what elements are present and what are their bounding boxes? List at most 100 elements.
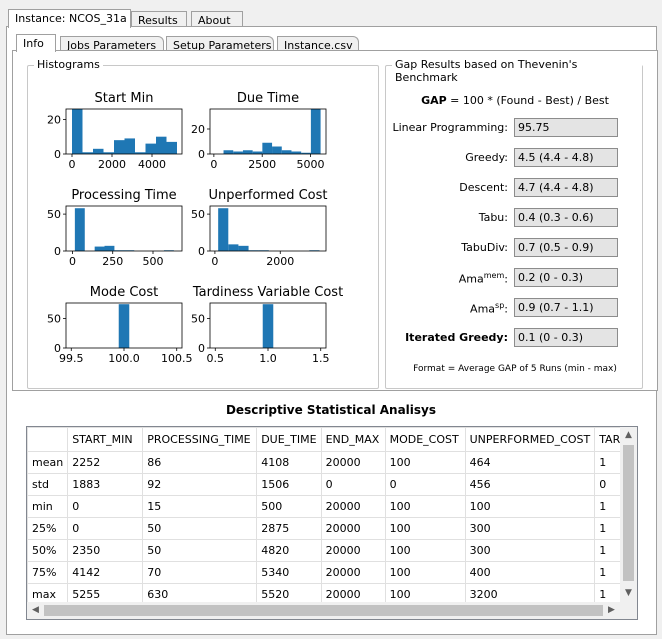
gap-row: TabuDiv: 0.7 (0.5 - 0.9) — [386, 238, 621, 258]
scroll-right-icon[interactable]: ▶ — [608, 605, 615, 615]
table-cell[interactable]: 4108 — [256, 451, 322, 474]
table-cell[interactable]: 400 — [464, 561, 596, 584]
gap-row-value[interactable]: 4.5 (4.4 - 4.8) — [514, 148, 618, 167]
table-cell[interactable]: 100 — [384, 561, 466, 584]
column-header[interactable]: UNPERFORMED_COST — [464, 427, 596, 452]
histogram-bar — [72, 109, 83, 154]
x-tick-label: 1.5 — [312, 352, 330, 365]
gap-row-value[interactable]: 0.2 (0 - 0.3) — [514, 268, 618, 287]
table-row[interactable]: min 0 15 500 20000 100 100 1 — [27, 495, 626, 518]
tab-instance[interactable]: Instance: NCOS_31a — [8, 9, 131, 28]
info-panel: Histograms Start Min 0 20 0 2000 4000 Due Time… — [12, 50, 658, 391]
gap-row: Descent: 4.7 (4.4 - 4.8) — [386, 178, 621, 198]
table-row[interactable]: 25% 0 50 2875 20000 100 300 1 — [27, 517, 626, 540]
table-cell[interactable]: 2350 — [67, 539, 144, 562]
gap-row: Tabu: 0.4 (0.3 - 0.6) — [386, 208, 621, 228]
table-cell[interactable]: 4142 — [67, 561, 144, 584]
histogram-bar — [238, 245, 249, 251]
gap-row-label: Greedy: — [465, 151, 508, 164]
table-cell[interactable]: 20000 — [320, 539, 386, 562]
table-cell[interactable]: 0 — [67, 495, 144, 518]
table-cell[interactable]: 50 — [142, 539, 258, 562]
table-cell[interactable]: 100 — [384, 451, 466, 474]
table-cell[interactable]: 0 — [67, 517, 144, 540]
table-cell[interactable]: 1883 — [67, 473, 144, 496]
gap-row-label: Amasp: — [470, 301, 508, 316]
histogram-bar — [145, 143, 156, 154]
gap-row-value[interactable]: 0.9 (0.7 - 1.1) — [514, 298, 618, 317]
x-tick-label: 100.0 — [108, 352, 140, 365]
subtab-jobs-parameters[interactable]: Jobs Parameters — [60, 36, 164, 52]
gap-row-value[interactable]: 0.4 (0.3 - 0.6) — [514, 208, 618, 227]
subtab-info[interactable]: Info — [16, 34, 56, 52]
histogram-bar — [291, 151, 302, 154]
row-header: 50% — [27, 539, 69, 562]
gap-row-label: Iterated Greedy: — [405, 331, 508, 344]
table-row[interactable]: 75% 4142 70 5340 20000 100 400 1 — [27, 561, 626, 584]
column-header[interactable]: START_MIN — [67, 427, 144, 452]
table-cell[interactable]: 100 — [384, 495, 466, 518]
table-cell[interactable]: 20000 — [320, 495, 386, 518]
table-cell[interactable]: 20000 — [320, 561, 386, 584]
table-cell[interactable]: 4820 — [256, 539, 322, 562]
table-cell[interactable]: 1506 — [256, 473, 322, 496]
column-header[interactable]: DUE_TIME — [256, 427, 322, 452]
table-cell[interactable]: 300 — [464, 539, 596, 562]
histogram-bar — [310, 109, 321, 154]
table-cell[interactable]: 92 — [142, 473, 258, 496]
subtab-setup-parameters[interactable]: Setup Parameters — [166, 36, 274, 52]
table-cell[interactable]: 20000 — [320, 451, 386, 474]
histograms-group: Histograms Start Min 0 20 0 2000 4000 Due Time… — [27, 58, 379, 389]
row-header: mean — [27, 451, 69, 474]
column-header[interactable]: END_MAX — [320, 427, 386, 452]
gap-row-value[interactable]: 95.75 — [514, 118, 618, 137]
scroll-down-icon[interactable]: ▼ — [625, 588, 632, 598]
table-cell[interactable]: 100 — [384, 517, 466, 540]
scroll-up-icon[interactable]: ▲ — [625, 430, 632, 440]
table-cell[interactable]: 15 — [142, 495, 258, 518]
row-header: std — [27, 473, 69, 496]
gap-row: Greedy: 4.5 (4.4 - 4.8) — [386, 148, 621, 168]
table-cell[interactable]: 300 — [464, 517, 596, 540]
y-tick-label: 50 — [47, 208, 61, 221]
table-cell[interactable]: 86 — [142, 451, 258, 474]
gap-row-value[interactable]: 4.7 (4.4 - 4.8) — [514, 178, 618, 197]
tab-results[interactable]: Results — [131, 11, 187, 27]
table-row[interactable]: mean 2252 86 4108 20000 100 464 1 — [27, 451, 626, 474]
table-cell[interactable]: 5340 — [256, 561, 322, 584]
table-row[interactable]: 50% 2350 50 4820 20000 100 300 1 — [27, 539, 626, 562]
table-cell[interactable]: 100 — [384, 539, 466, 562]
column-header[interactable]: MODE_COST — [384, 427, 466, 452]
y-tick-label: 0 — [198, 148, 205, 161]
tab-about[interactable]: About — [191, 11, 243, 27]
vertical-scroll-thumb[interactable] — [623, 445, 634, 581]
column-header[interactable]: PROCESSING_TIME — [142, 427, 258, 452]
x-tick-label: 100.5 — [161, 352, 193, 365]
table-cell[interactable]: 0 — [320, 473, 386, 496]
table-cell[interactable]: 100 — [464, 495, 596, 518]
stats-table[interactable]: START_MIN PROCESSING_TIME DUE_TIME END_MAX M… — [26, 426, 638, 620]
horizontal-scroll-thumb[interactable] — [44, 605, 603, 616]
table-cell[interactable]: 464 — [464, 451, 596, 474]
table-row[interactable]: max 5255 630 5520 20000 100 3200 1 — [27, 583, 626, 606]
histogram-bar — [124, 138, 135, 154]
horizontal-scrollbar[interactable]: ◀ ▶ — [27, 602, 620, 619]
scroll-left-icon[interactable]: ◀ — [32, 605, 39, 615]
gap-row-value[interactable]: 0.7 (0.5 - 0.9) — [514, 238, 618, 257]
table-cell[interactable]: 500 — [256, 495, 322, 518]
table-cell[interactable]: 20000 — [320, 517, 386, 540]
gap-row-value[interactable]: 0.1 (0 - 0.3) — [514, 328, 618, 347]
table-cell[interactable]: 0 — [384, 473, 466, 496]
table-cell[interactable]: 70 — [142, 561, 258, 584]
table-cell[interactable]: 50 — [142, 517, 258, 540]
vertical-scrollbar[interactable]: ▲ ▼ — [620, 427, 637, 619]
subtab-instance-csv[interactable]: Instance.csv — [277, 36, 359, 52]
gap-results-group-title: Gap Results based on Thevenin's Benchmar… — [392, 58, 642, 84]
table-cell[interactable]: 456 — [464, 473, 596, 496]
table-cell[interactable]: 2252 — [67, 451, 144, 474]
histogram-bar — [118, 304, 130, 348]
table-cell[interactable]: 2875 — [256, 517, 322, 540]
x-tick-label: 0 — [69, 158, 76, 171]
table-row[interactable]: std 1883 92 1506 0 0 456 0 — [27, 473, 626, 496]
gap-row: Iterated Greedy: 0.1 (0 - 0.3) — [386, 328, 621, 348]
